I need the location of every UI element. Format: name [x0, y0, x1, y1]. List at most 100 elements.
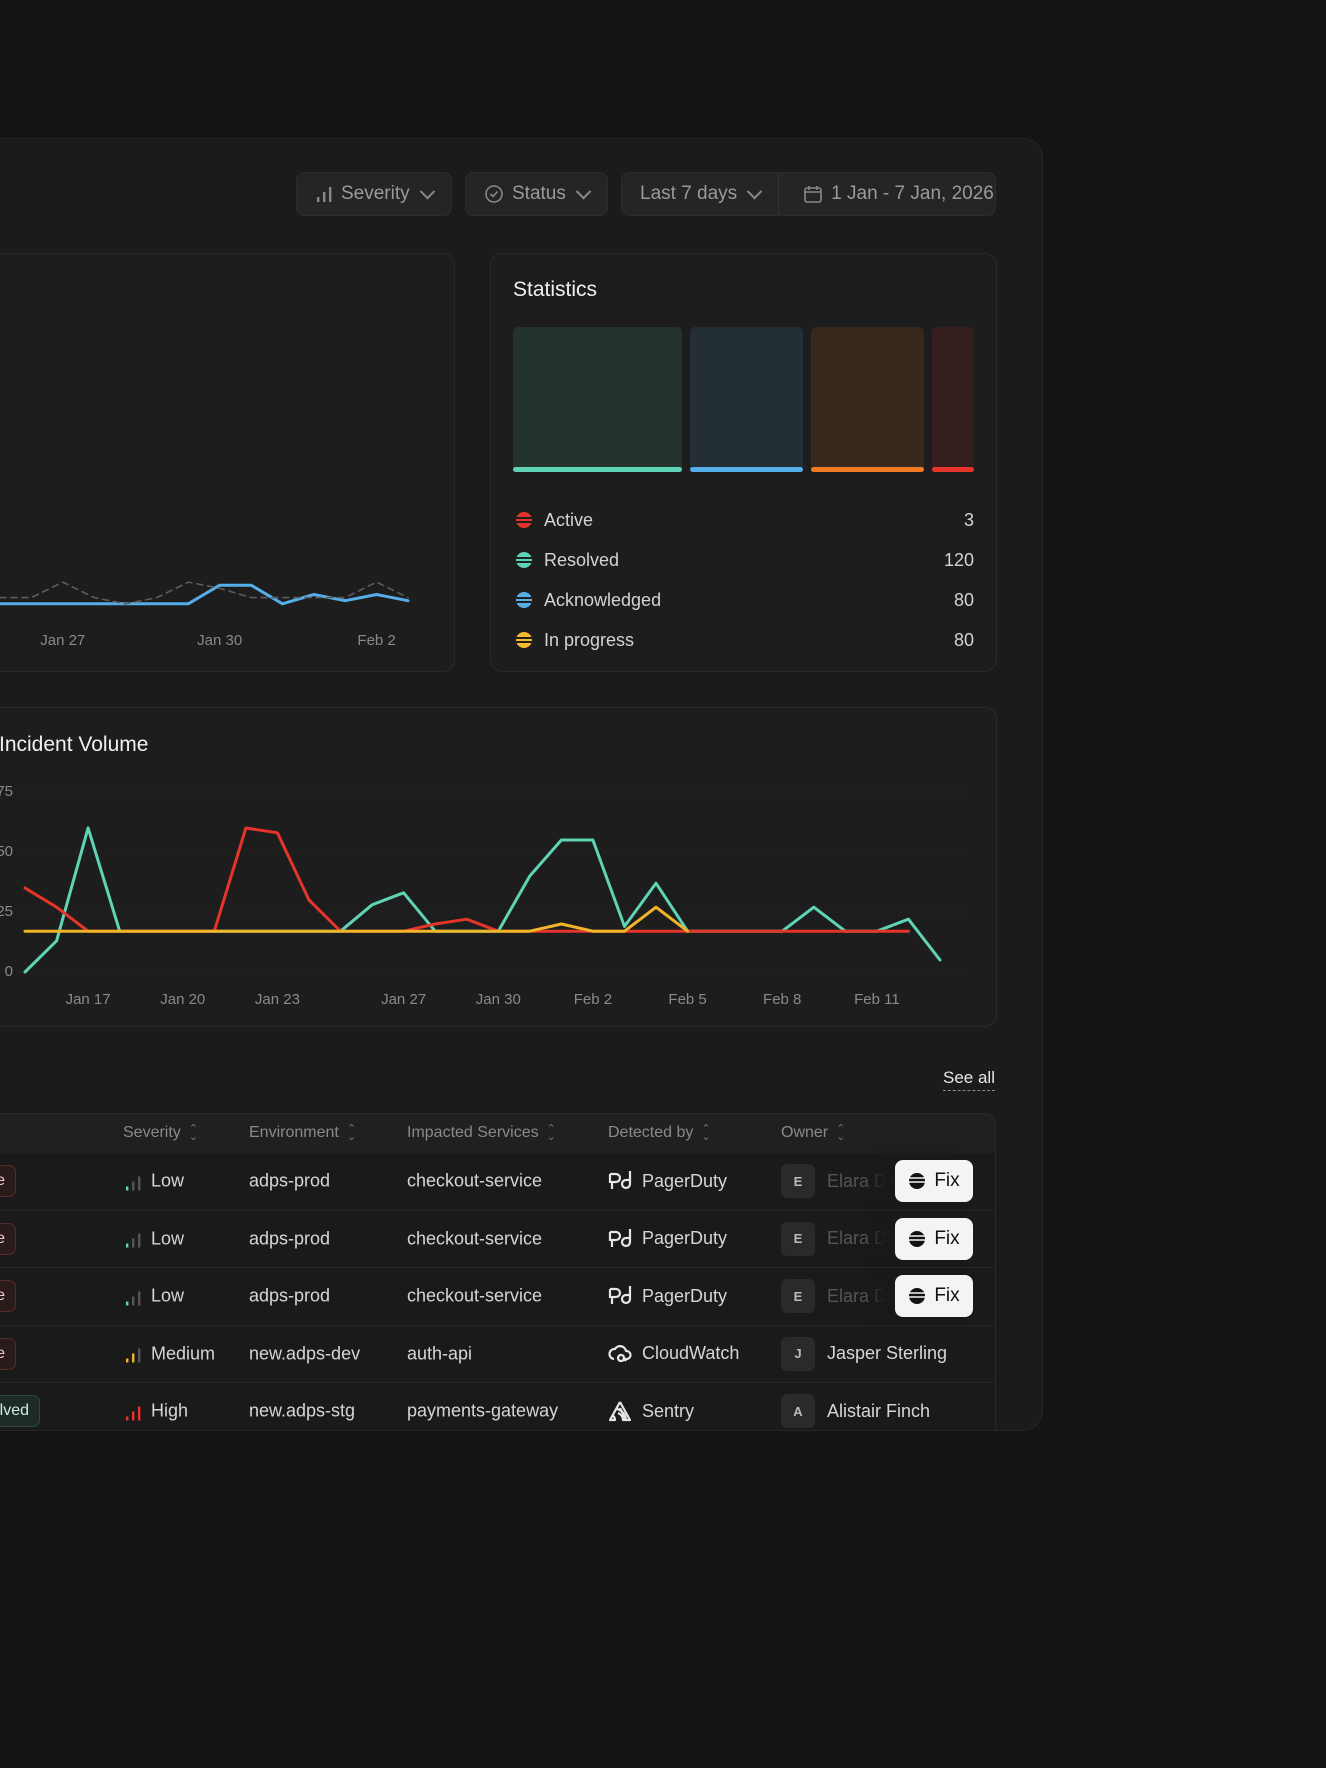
stat-bar: [932, 327, 974, 472]
column-header[interactable]: Impacted Services ⌃ ⌄: [407, 1123, 556, 1143]
environment: adps-prod: [249, 1228, 331, 1248]
environment: adps-prod: [249, 1285, 331, 1306]
severity-bar: [126, 1301, 129, 1305]
severity-bar: [138, 1291, 141, 1305]
stat-bar-line: [513, 467, 683, 472]
statistics-title: Statistics: [513, 278, 598, 301]
statistics-bars: [513, 327, 974, 472]
sort-icon: ⌃ ⌄: [546, 1123, 556, 1143]
fix-button[interactable]: Fix: [895, 1275, 973, 1317]
row-divider: [0, 1324, 995, 1326]
legend-icon-stripe: [516, 521, 532, 523]
owner: A Alistair Finch: [781, 1394, 930, 1428]
legend-label: Acknowledged: [544, 589, 662, 610]
owner-name: Jasper Sterling: [827, 1343, 948, 1363]
severity-bars: [126, 1291, 141, 1305]
stat-bar-line: [811, 467, 924, 472]
legend-row: Resolved 120: [513, 540, 974, 580]
severity-label: High: [151, 1400, 189, 1421]
environment: adps-prod: [249, 1170, 331, 1191]
date-range: 1 Jan - 7 Jan, 2026: [831, 183, 994, 204]
severity-bar: [132, 1353, 135, 1363]
severity-bars: [126, 1233, 141, 1248]
range-filter[interactable]: Last 7 days 1 Jan - 7 Jan, 2026: [621, 172, 996, 216]
severity-filter-label: Severity: [341, 183, 410, 204]
severity-bar: [138, 1233, 141, 1248]
detector: Sentry: [608, 1399, 694, 1423]
status-filter-label: Status: [512, 183, 566, 204]
severity-bar: [138, 1406, 141, 1420]
legend-icon-stripe: [516, 561, 532, 563]
detector-icon: [608, 1171, 632, 1190]
detector-label: Sentry: [642, 1400, 695, 1421]
owner-initial: A: [781, 1394, 815, 1428]
legend-row: In progress 80: [513, 620, 974, 660]
row-divider: [0, 1267, 995, 1268]
column-header[interactable]: Environment ⌃ ⌄: [249, 1123, 357, 1143]
severity: High: [123, 1401, 188, 1422]
status-icon: [485, 185, 503, 203]
legend-label: Active: [544, 509, 594, 530]
severity-label: Medium: [151, 1343, 216, 1363]
column-header[interactable]: Severity ⌃ ⌄: [123, 1123, 199, 1143]
owner-name: Alistair Finch: [827, 1400, 931, 1421]
owner-initial: E: [781, 1164, 815, 1198]
fix-button[interactable]: Fix: [895, 1217, 973, 1260]
detector: PagerDuty: [608, 1284, 727, 1308]
stat-bar-line: [932, 467, 974, 472]
calendar-icon: [804, 186, 822, 203]
detector-label: PagerDuty: [642, 1228, 728, 1248]
fix-label: Fix: [934, 1285, 960, 1306]
see-all[interactable]: See all: [943, 1068, 995, 1091]
severity: Low: [123, 1228, 184, 1249]
legend-value: 120: [943, 549, 974, 570]
detector-glyph: [608, 1286, 632, 1305]
legend-label: In progress: [544, 629, 635, 650]
severity-bar: [132, 1238, 135, 1248]
severity-bars: [126, 1176, 141, 1190]
fix-icon: [908, 1288, 927, 1304]
date-picker[interactable]: 1 Jan - 7 Jan, 2026: [787, 183, 994, 205]
column-header[interactable]: Detected by ⌃ ⌄: [608, 1123, 711, 1143]
detector: PagerDuty: [608, 1227, 727, 1251]
detector-icon: [608, 1401, 632, 1422]
row-divider: [0, 1209, 995, 1211]
stat-bar: [513, 327, 683, 472]
incident-title: Incident Volume: [0, 733, 149, 756]
severity-label: Low: [151, 1228, 185, 1248]
detector-icon: [608, 1228, 632, 1247]
severity-bar: [132, 1296, 135, 1305]
status-badge: Active: [0, 1222, 16, 1255]
detector-label: PagerDuty: [642, 1170, 728, 1191]
status-filter[interactable]: Status: [465, 172, 608, 216]
stat-bar: [811, 327, 924, 472]
severity-bar: [126, 1186, 129, 1190]
sort-icon: ⌃ ⌄: [836, 1123, 846, 1143]
legend-label: Resolved: [544, 549, 620, 570]
fix-icon-disc: [909, 1288, 926, 1304]
owner: J Jasper Sterling: [781, 1336, 948, 1371]
severity-label: Low: [151, 1170, 185, 1191]
detector-label: PagerDuty: [642, 1285, 728, 1306]
severity-bar: [126, 1358, 129, 1363]
legend-icon-stripe: [516, 641, 532, 643]
fix-button[interactable]: Fix: [895, 1160, 973, 1202]
status-badge: Active: [0, 1337, 16, 1370]
range-select[interactable]: Last 7 days: [622, 173, 780, 215]
range-label: Last 7 days: [640, 183, 738, 204]
statistics-legend: Active 3 Resolved 120 Acknowledged 80 In progr…: [513, 500, 974, 660]
row-divider: [0, 1382, 995, 1383]
severity-bar: [126, 1416, 129, 1420]
detector-label: CloudWatch: [642, 1343, 740, 1363]
status-badge: Active: [0, 1280, 16, 1312]
severity-filter[interactable]: Severity: [296, 172, 452, 216]
status-badge: Active: [0, 1165, 16, 1197]
severity-bar: [138, 1348, 141, 1363]
legend-icon: [516, 512, 532, 528]
detector: CloudWatch: [608, 1342, 739, 1366]
table-header: [0, 1114, 995, 1153]
table: [0, 1113, 996, 1430]
owner-initial: E: [781, 1279, 815, 1313]
column-header[interactable]: Owner ⌃ ⌄: [781, 1123, 846, 1143]
